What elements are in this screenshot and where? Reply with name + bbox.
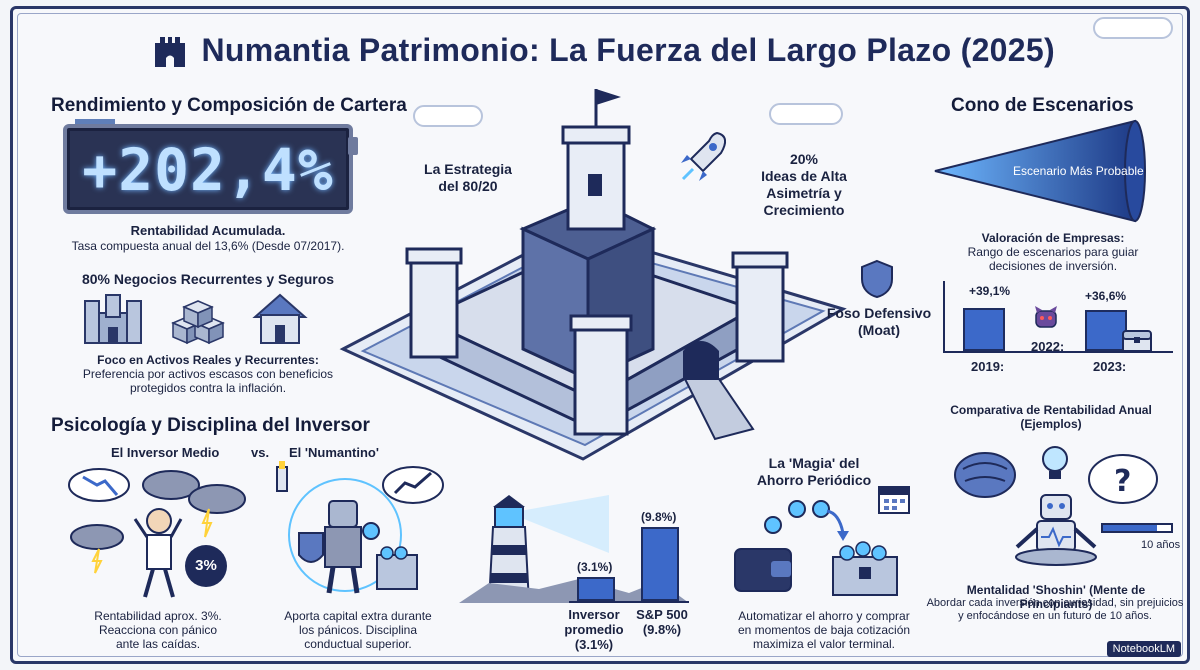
cloud-decoration: [1093, 17, 1173, 39]
years-progress-fill: [1103, 525, 1158, 531]
lighthouse-axis: [569, 601, 689, 603]
numantino-text-3: conductual superior.: [304, 637, 412, 651]
bar-2022-label: 2022:: [1031, 339, 1065, 354]
foso-line-1: Foso Defensivo: [826, 305, 932, 321]
ahorro-title-1: La 'Magia' del: [768, 455, 860, 471]
estrategia-line-1: La Estrategia: [424, 161, 512, 177]
bear-monster-icon: [1035, 306, 1057, 328]
numantino-knight-illustration: [276, 461, 444, 594]
years-progress-bar: [1101, 523, 1173, 533]
cat-inversor: Inversor promedio (3.1%): [559, 607, 629, 652]
medio-label: El Inversor Medio: [111, 445, 220, 460]
numantino-text-1: Aporta capital extra durante: [284, 609, 432, 623]
vs-label: vs.: [251, 445, 270, 460]
watermark: NotebookLM: [1106, 641, 1181, 657]
ideas-line-2: Ideas de Alta: [761, 168, 847, 184]
castle-icon: [84, 294, 142, 344]
rendimiento-section-title: Rendimiento y Composición de Cartera: [51, 95, 407, 116]
savings-wallet-chest-illustration: [734, 500, 898, 596]
ahorro-title-2: Ahorro Periódico: [756, 472, 872, 488]
estrategia-label: La Estrategia del 80/20: [413, 161, 523, 195]
bar-2023-label: 2023:: [1093, 359, 1127, 374]
panicked-investor-illustration: [68, 468, 246, 598]
ahorro-text-1: Automatizar el ahorro y comprar: [738, 609, 910, 623]
valoracion-line-1: Rango de escenarios para guiar: [967, 245, 1139, 259]
foco-body-1: Preferencia por activos escasos con bene…: [82, 367, 334, 381]
numantino-label: El 'Numantino': [289, 445, 379, 460]
calendar-icon: [878, 486, 910, 514]
svg-text:?: ?: [1114, 464, 1131, 499]
valoracion-line-2: decisiones de inversión.: [988, 259, 1118, 273]
shoshin-text-1: Abordar cada inversión con curiosidad, s…: [926, 597, 1184, 609]
lighthouse-scene: [459, 495, 689, 603]
bar-2019: [963, 307, 1005, 351]
bar-axis-y: [943, 281, 945, 353]
rocket-icon: [681, 131, 727, 181]
ideas-line-3: Asimetría y: [766, 185, 842, 201]
numantino-text: Aporta capital extra durante los pánicos…: [263, 609, 453, 651]
cloud-decoration: [769, 103, 843, 125]
return-display: +202,4%: [63, 124, 353, 214]
ahorro-title: La 'Magia' del Ahorro Periódico: [739, 455, 889, 489]
rentabilidad-caption-title: Rentabilidad Acumulada.: [130, 223, 286, 238]
bar-inversor-promedio: [577, 577, 615, 601]
house-icon: [252, 293, 308, 344]
castle-tower-icon: [155, 37, 186, 67]
foso-line-2: (Moat): [858, 322, 900, 338]
castle-illustration: [339, 89, 847, 461]
cat-sp500: S&P 500 (9.8%): [627, 607, 697, 637]
bar-sp500-value: (9.8%): [641, 509, 677, 524]
treasure-chest-icon: [1122, 330, 1152, 352]
lcd-side-tab: [348, 137, 358, 155]
shoshin-robot-illustration: ?: [954, 446, 1158, 566]
header: Numantia Patrimonio: La Fuerza del Largo…: [13, 31, 1187, 69]
valoracion-title: Valoración de Empresas:: [981, 231, 1125, 245]
foco-title: Foco en Activos Reales y Recurrentes:: [97, 353, 319, 367]
shield-icon: [861, 259, 893, 299]
ahorro-text-2: en momentos de baja cotización: [737, 623, 911, 637]
blocks-icon: [171, 300, 225, 345]
page-title: Numantia Patrimonio: La Fuerza del Largo…: [201, 31, 1055, 68]
bar-2019-label: 2019:: [971, 359, 1005, 374]
rentabilidad-caption-sub: Tasa compuesta anual del 13,6% (Desde 07…: [71, 239, 345, 253]
bar-inversor-value: (3.1%): [577, 560, 613, 575]
shoshin-title: Mentalidad 'Shoshin' (Mente de Principia…: [966, 583, 1146, 611]
cat-inversor-line-3: (3.1%): [574, 637, 614, 652]
cat-sp500-line-2: (9.8%): [642, 622, 682, 637]
bar-axis: [943, 351, 1173, 353]
medio-text-1: Rentabilidad aprox. 3%.: [94, 609, 222, 623]
medio-text-3: ante las caídas.: [115, 637, 201, 651]
recurrentes-title: 80% Negocios Recurrentes y Seguros: [81, 271, 335, 287]
shoshin-text-2: y enfocándose en un futuro de 10 años.: [958, 610, 1152, 622]
bar-2023-value: +36,6%: [1085, 289, 1127, 303]
medio-text-2: Reacciona con pánico: [98, 623, 218, 637]
medio-text: Rentabilidad aprox. 3%. Reacciona con pá…: [73, 609, 243, 651]
infographic-frame: Numantia Patrimonio: La Fuerza del Largo…: [10, 6, 1190, 664]
ideas-line-4: Crecimiento: [763, 202, 845, 218]
foco-body-2: protegidos contra la inflación.: [129, 381, 287, 395]
ahorro-text: Automatizar el ahorro y comprar en momen…: [719, 609, 929, 651]
cumulative-return-value: +202,4%: [82, 136, 334, 204]
years-progress-label: 10 años: [1141, 539, 1181, 551]
escenarios-section-title: Cono de Escenarios: [951, 95, 1134, 116]
cloud-decoration: [413, 105, 483, 127]
cat-inversor-line-1: Inversor: [568, 607, 620, 622]
cat-sp500-line-1: S&P 500: [636, 607, 688, 622]
estrategia-line-2: del 80/20: [438, 178, 498, 194]
ideas-line-1: 20%: [789, 151, 819, 167]
bar-2019-value: +39,1%: [969, 284, 1011, 298]
bar-sp500: [641, 526, 679, 601]
cat-inversor-line-2: promedio: [564, 622, 624, 637]
psicologia-section-title: Psicología y Disciplina del Inversor: [51, 415, 370, 436]
ideas-label: 20% Ideas de Alta Asimetría y Crecimient…: [749, 151, 859, 219]
cone-label: Escenario Más Probable: [1013, 164, 1144, 178]
ahorro-text-3: maximiza el valor terminal.: [752, 637, 896, 651]
lcd-top-accent: [75, 119, 115, 125]
foso-label: Foso Defensivo (Moat): [821, 305, 937, 339]
comparativa-label: Comparativa de Rentabilidad Anual (Ejemp…: [950, 403, 1152, 431]
scenario-cone: [934, 119, 1146, 223]
numantino-text-2: los pánicos. Disciplina: [298, 623, 418, 637]
return-badge: 3%: [185, 545, 227, 587]
inner-border: [17, 13, 1183, 657]
